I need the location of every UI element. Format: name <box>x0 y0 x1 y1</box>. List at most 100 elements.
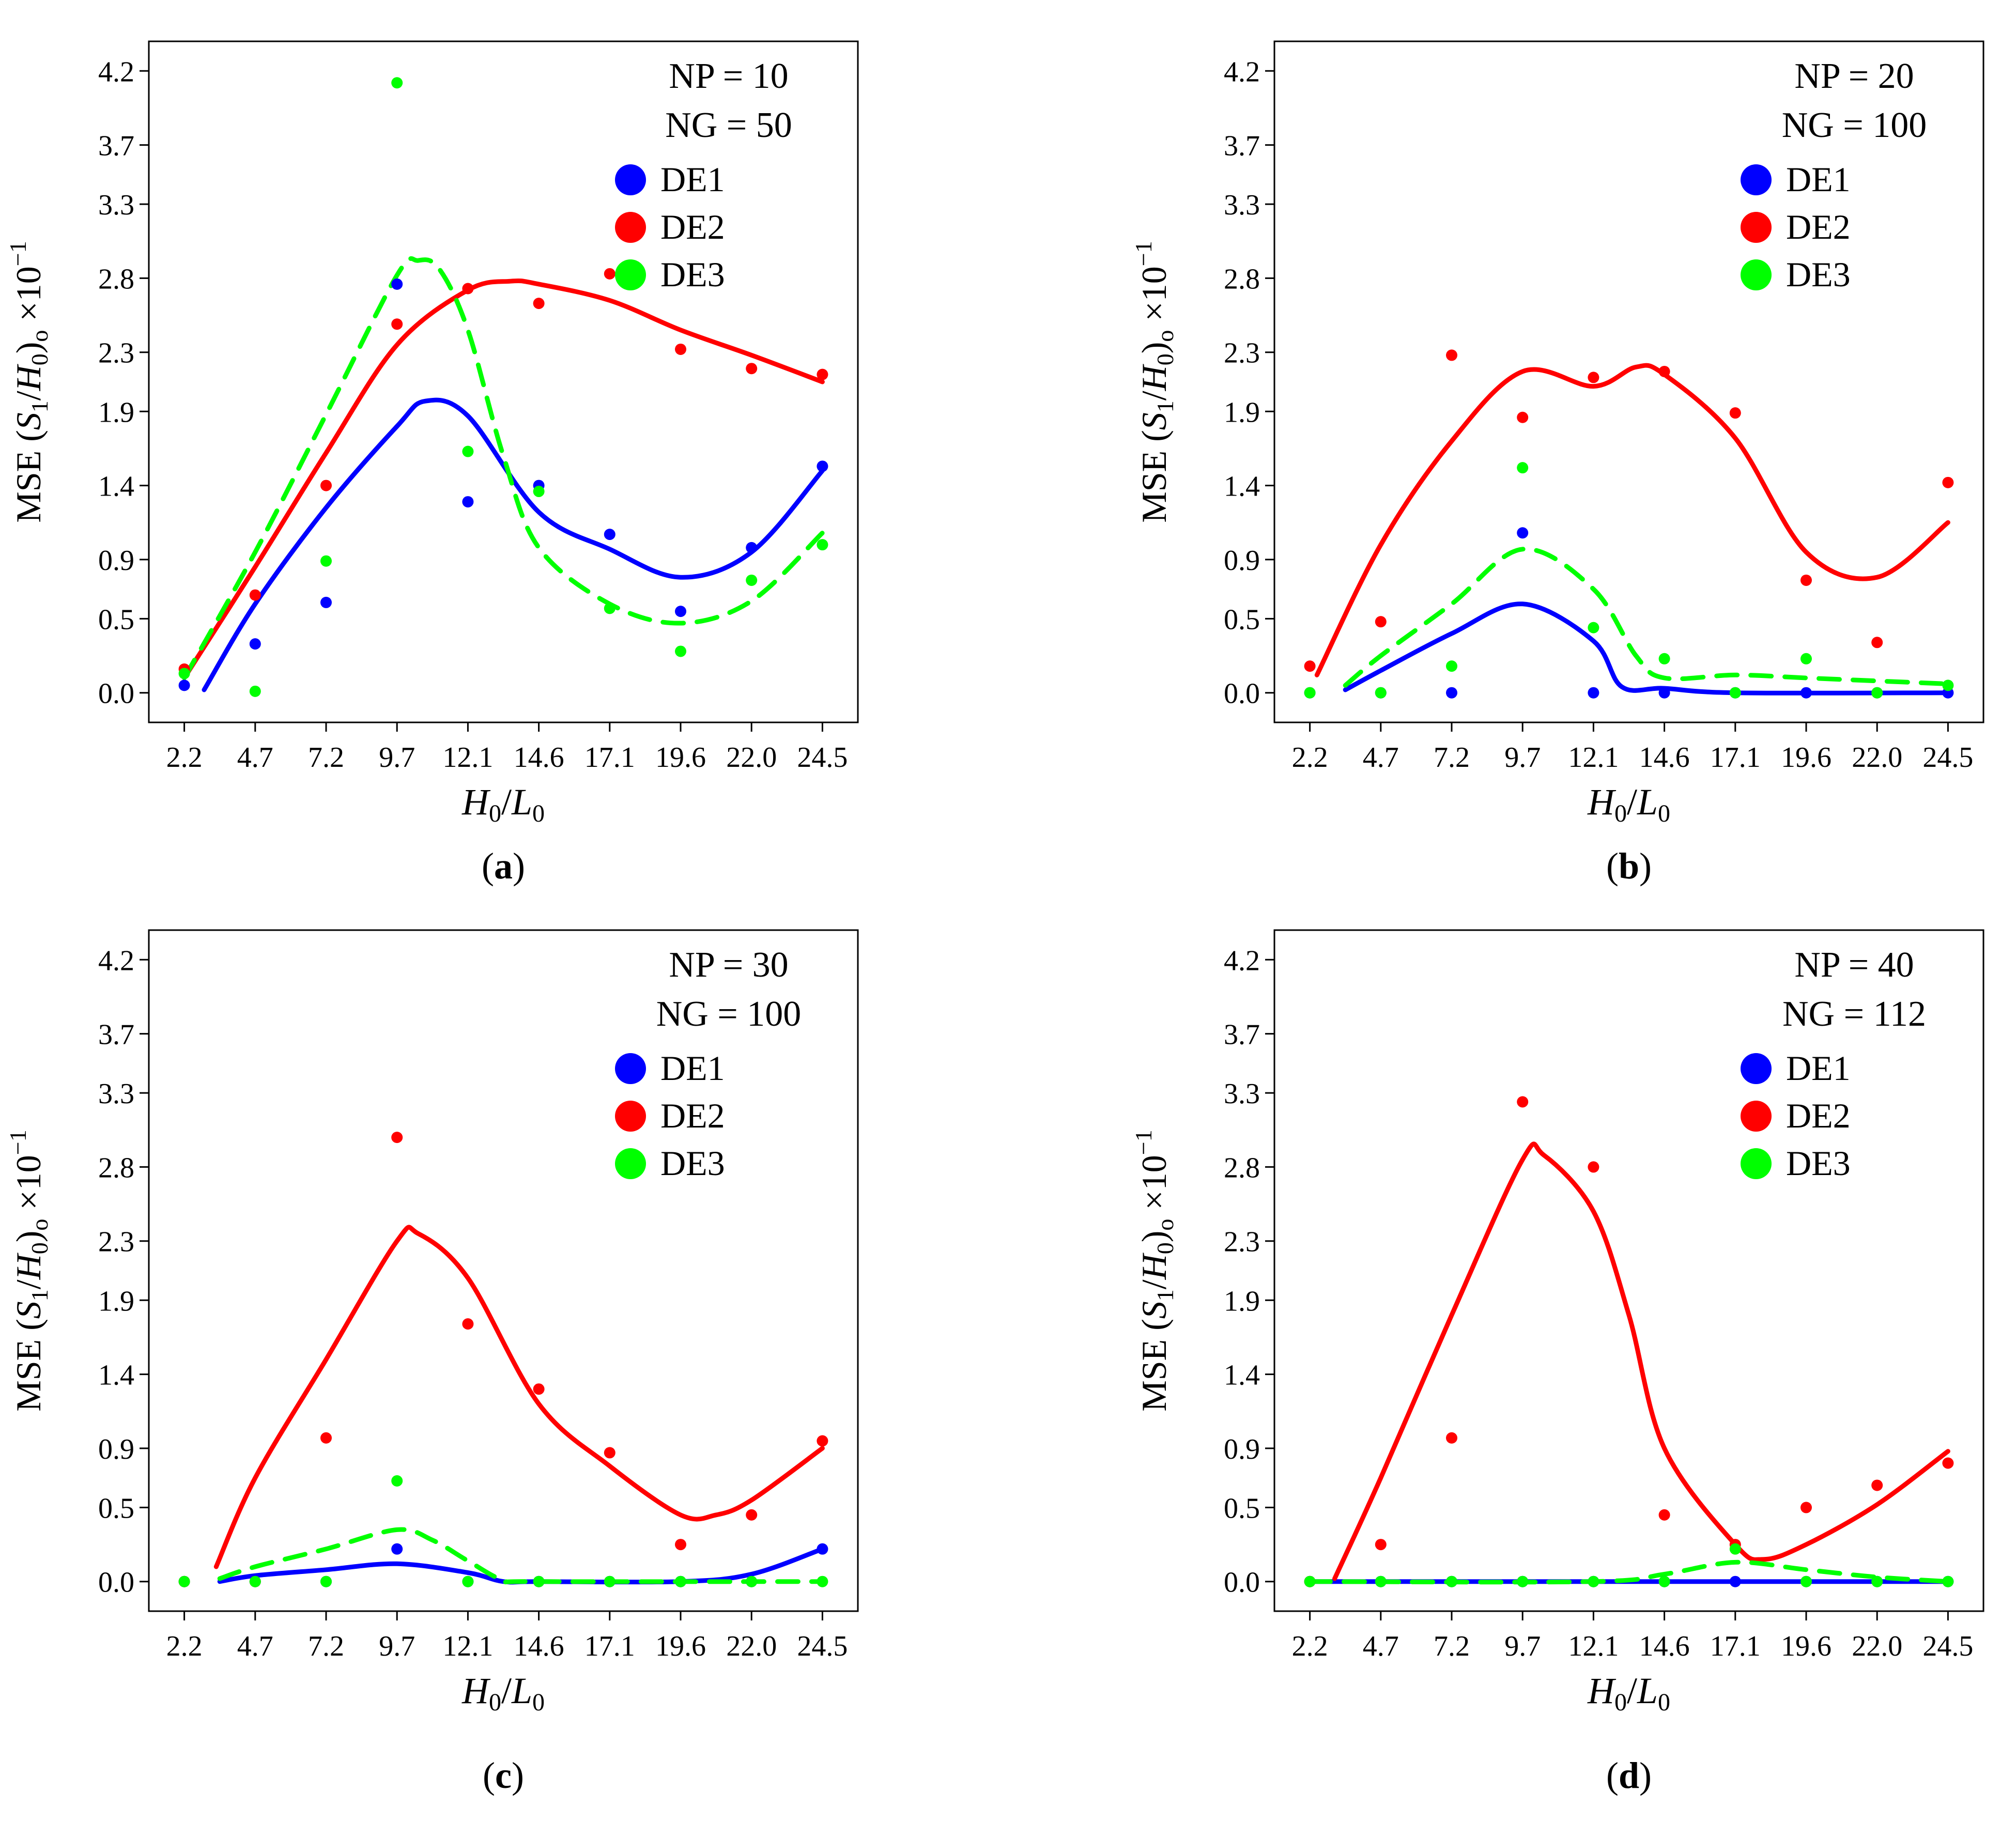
data-point-de1 <box>675 606 686 617</box>
panel-caption: (b) <box>1606 845 1652 887</box>
x-tick-label: 24.5 <box>797 742 848 774</box>
data-point-de3 <box>604 1576 615 1587</box>
data-point-de3 <box>1729 1543 1741 1555</box>
y-axis-label-part: / <box>9 1279 48 1289</box>
data-point-de1 <box>1588 687 1599 699</box>
annotation-ng: NG = 112 <box>1782 994 1926 1034</box>
legend-marker-de1 <box>1741 164 1772 195</box>
data-point-de2 <box>462 1318 474 1330</box>
caption-paren: ( <box>483 1755 495 1796</box>
legend-label-de1: DE1 <box>1786 160 1851 199</box>
x-axis-label-part: L <box>511 1670 532 1711</box>
caption-letter: b <box>1619 845 1639 887</box>
y-tick-label: 4.2 <box>98 56 134 88</box>
y-axis-label-part: ) <box>9 342 48 354</box>
x-tick-label: 2.2 <box>1292 742 1328 774</box>
y-tick-label: 0.9 <box>1224 1433 1260 1465</box>
x-tick-label: 12.1 <box>1568 1630 1619 1662</box>
caption-paren: ( <box>1606 845 1619 887</box>
x-tick-label: 12.1 <box>442 1630 493 1662</box>
legend-marker-de1 <box>615 164 646 195</box>
data-point-de3 <box>1446 660 1457 672</box>
data-point-de3 <box>1729 687 1741 699</box>
y-tick-label: 1.4 <box>1224 1360 1260 1392</box>
y-tick-label: 4.2 <box>1224 56 1260 88</box>
x-axis-label: H0/L0 <box>1587 1670 1670 1716</box>
y-axis-label-part: 1 <box>1152 400 1178 412</box>
y-axis-label-part: / <box>1134 391 1174 400</box>
annotation-np: NP = 40 <box>1794 945 1914 985</box>
plot-frame <box>1273 40 1984 723</box>
x-tick-label: 2.2 <box>1292 1630 1328 1662</box>
data-point-de3 <box>178 668 190 679</box>
data-point-de3 <box>533 1576 545 1587</box>
x-tick-label: 19.6 <box>655 1630 706 1662</box>
y-tick-label: 1.9 <box>98 1285 134 1317</box>
data-point-de2 <box>1446 349 1457 361</box>
chart-panel-a: 0.0 0.5 0.9 1.4 1.9 2.3 2.8 3.3 3.7 4.2 2.2 4.7 7.2 9… <box>5 40 859 887</box>
x-tick-label: 4.7 <box>237 742 273 774</box>
data-point-de2 <box>1658 365 1670 377</box>
x-tick-label: 14.6 <box>1639 742 1690 774</box>
x-axis-label-part: 0 <box>1658 1689 1670 1716</box>
y-axis-label-part: 0 <box>1152 353 1178 365</box>
x-axis-label-part: L <box>1637 1670 1658 1711</box>
x-axis-label-part: / <box>1627 1670 1637 1711</box>
data-point-de3 <box>1375 687 1387 699</box>
y-axis-label-part: 1 <box>26 1289 53 1301</box>
data-point-de3 <box>249 685 261 697</box>
y-tick-label: 0.9 <box>98 1433 134 1465</box>
caption-paren: ) <box>1639 1755 1652 1796</box>
data-point-de3 <box>462 445 474 457</box>
y-tick-label: 1.4 <box>1224 471 1260 503</box>
y-tick-label: 3.3 <box>98 189 134 221</box>
legend-label-de3: DE3 <box>1786 1144 1851 1183</box>
x-tick-label: 19.6 <box>1781 742 1832 774</box>
y-tick-label: 2.8 <box>1224 263 1260 295</box>
data-point-de2 <box>320 480 332 491</box>
y-axis-label-part: S <box>1134 1301 1174 1319</box>
x-axis-label-part: 0 <box>489 800 501 827</box>
y-axis-label-part: o <box>1152 1219 1178 1231</box>
y-tick-label: 0.5 <box>1224 1492 1260 1524</box>
y-axis-label-part: MSE ( <box>1134 1319 1174 1411</box>
y-axis-label-part: ×10 <box>9 1155 48 1218</box>
x-tick-label: 12.1 <box>1568 742 1619 774</box>
x-tick-label: 2.2 <box>166 1630 203 1662</box>
y-axis-label-part: −1 <box>5 1130 31 1155</box>
x-tick-label: 19.6 <box>1781 1630 1832 1662</box>
fit-curve-de1 <box>202 397 825 692</box>
x-tick-label: 4.7 <box>1363 1630 1399 1662</box>
data-point-de2 <box>1800 1502 1812 1513</box>
data-point-de2 <box>1942 476 1954 488</box>
y-tick-label: 0.5 <box>98 1492 134 1524</box>
data-point-de3 <box>1304 687 1316 699</box>
legend-marker-de3 <box>615 1148 646 1179</box>
y-axis-label-part: ) <box>1134 1231 1174 1243</box>
annotation-ng: NG = 100 <box>1782 105 1927 145</box>
x-tick-label: 9.7 <box>1504 742 1541 774</box>
x-tick-label: 17.1 <box>584 742 635 774</box>
data-point-de3 <box>320 555 332 567</box>
fit-curve-de1 <box>1343 601 1950 696</box>
y-axis-label-part: 0 <box>26 353 53 365</box>
legend-label-de2: DE2 <box>660 1096 725 1135</box>
x-axis-label-part: H <box>461 1670 491 1711</box>
data-point-de3 <box>817 539 828 551</box>
data-point-de2 <box>604 1447 615 1459</box>
x-axis-label: H0/L0 <box>461 1670 545 1716</box>
data-point-de2 <box>675 1539 686 1551</box>
data-point-de1 <box>391 1543 403 1555</box>
x-tick-label: 7.2 <box>308 1630 344 1662</box>
y-tick-label: 2.3 <box>98 337 134 369</box>
data-point-de1 <box>391 278 403 290</box>
x-axis-label-part: H <box>1587 1670 1617 1711</box>
legend-marker-de1 <box>1741 1053 1772 1084</box>
y-tick-label: 1.4 <box>98 471 134 503</box>
data-point-de3 <box>1446 1576 1457 1587</box>
y-tick-label: 1.9 <box>1224 1285 1260 1317</box>
legend-label-de2: DE2 <box>1786 1096 1851 1135</box>
y-tick-label: 4.2 <box>1224 945 1260 977</box>
x-tick-label: 24.5 <box>797 1630 848 1662</box>
y-tick-label: 3.7 <box>1224 130 1260 162</box>
